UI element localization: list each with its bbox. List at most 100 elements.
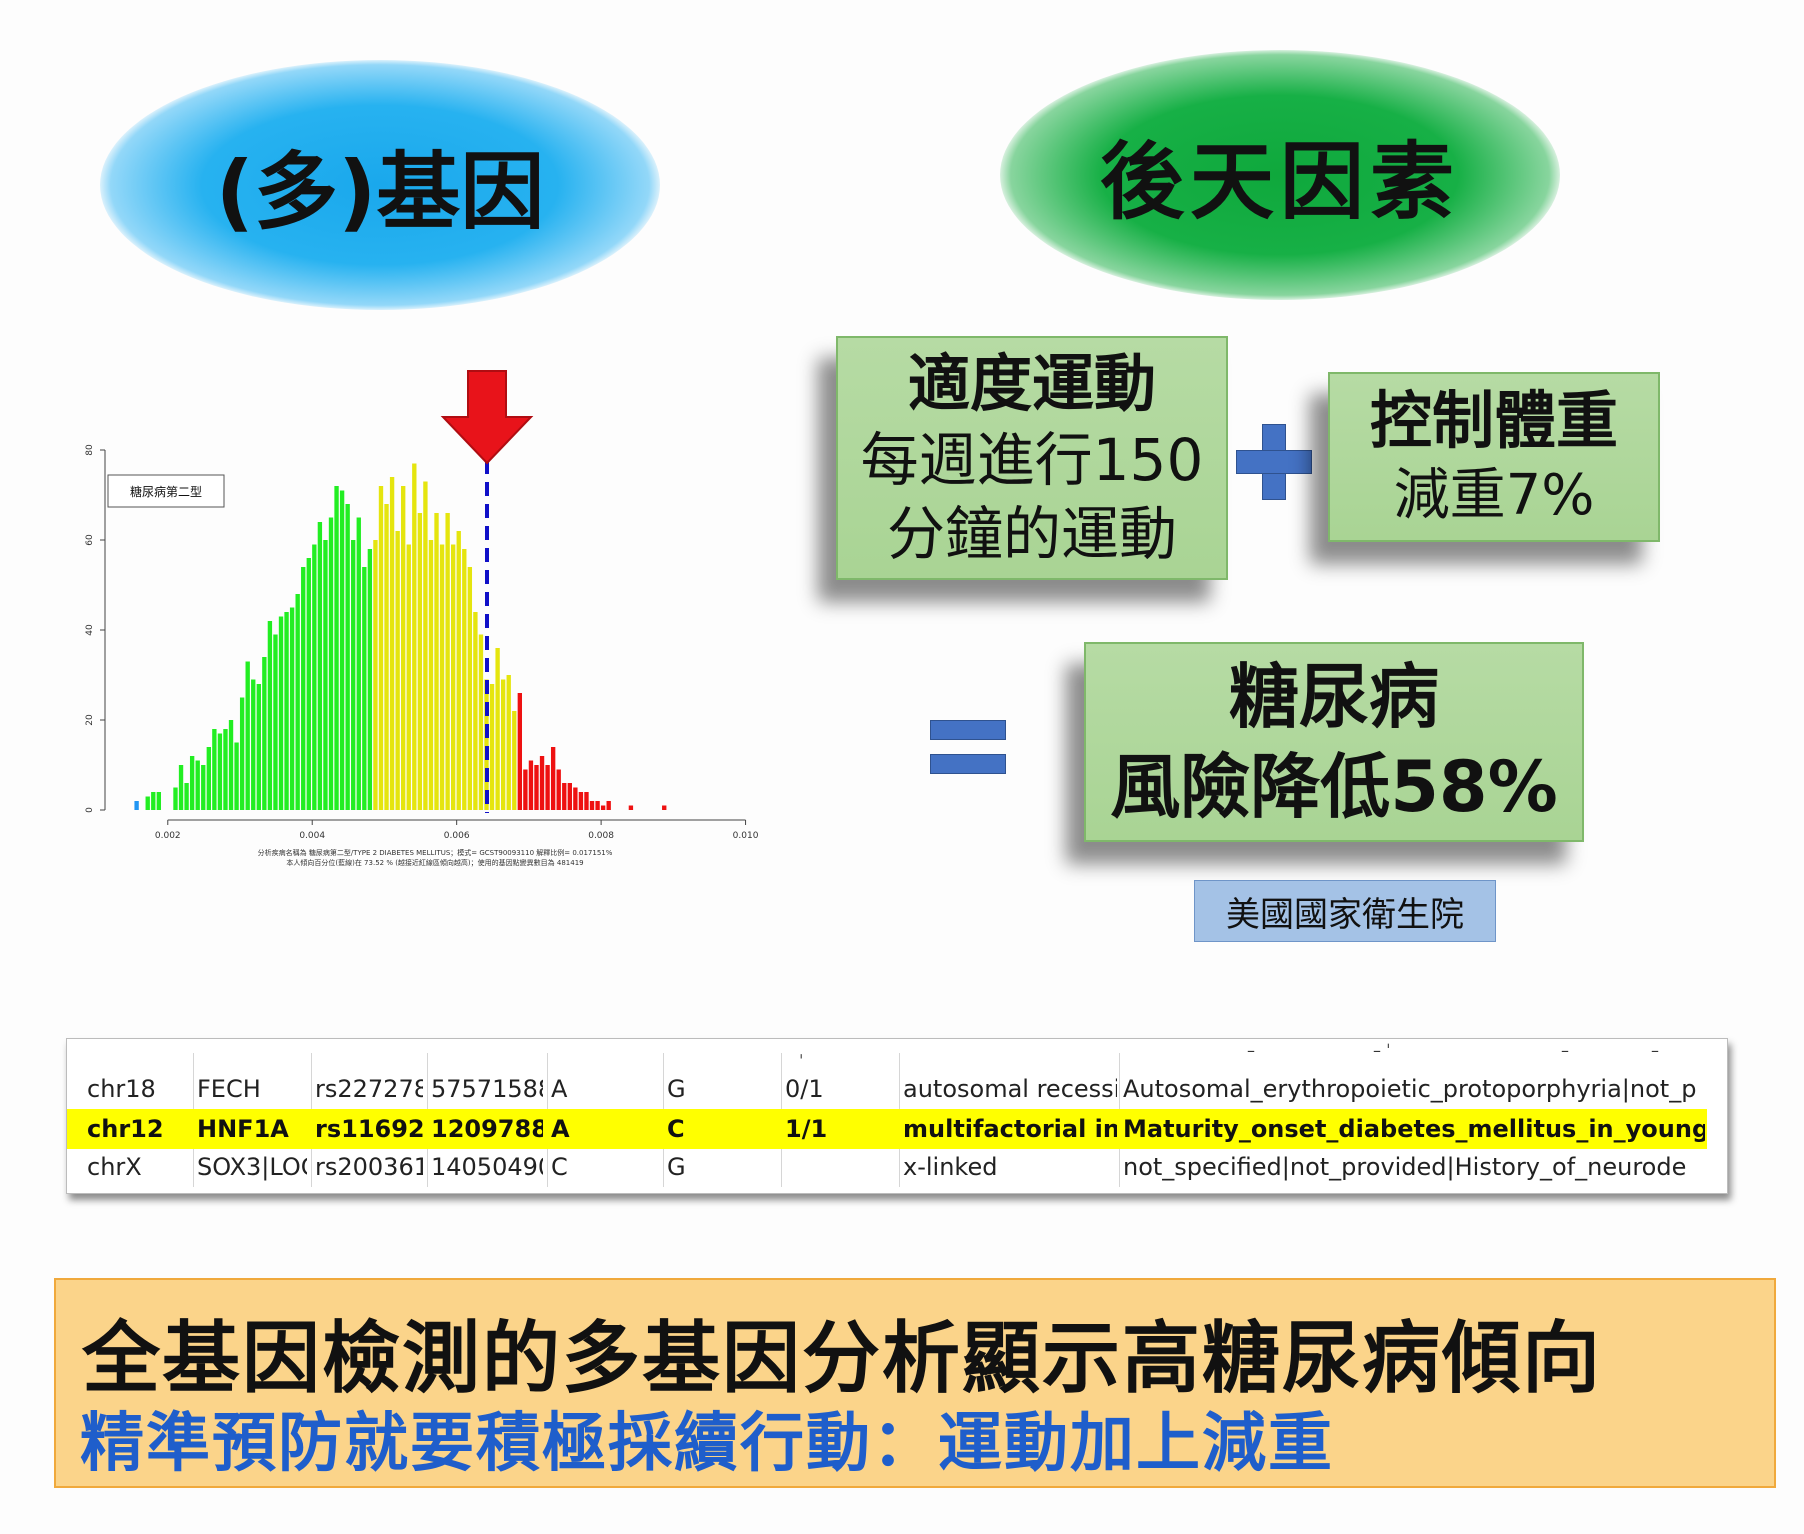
histogram-bar	[134, 801, 139, 810]
histogram-bar	[478, 634, 484, 810]
conclusion-banner: 全基因檢測的多基因分析顯示高糖尿病傾向 精準預防就要積極採續行動：運動加上減重	[54, 1278, 1776, 1488]
acquired-factors-heading: 後天因素	[1000, 50, 1560, 300]
histogram-bar	[434, 513, 439, 810]
variant-table: ˌ – – ˈ – – chr18 FECH rs227278 57571588 A G 0…	[66, 1038, 1728, 1194]
histogram-bar	[212, 729, 217, 810]
plus-icon	[1236, 424, 1312, 500]
histogram-bar	[517, 693, 523, 810]
histogram-bar	[339, 490, 345, 810]
histogram-bar	[251, 679, 256, 810]
gene-cell: FECH	[197, 1075, 261, 1103]
legend-box	[107, 474, 225, 508]
inheritance-cell: x-linked	[903, 1153, 998, 1181]
weight-control-box: 控制體重 減重7%	[1328, 372, 1660, 542]
histogram-bar	[462, 549, 467, 810]
x-tick-label: 0.004	[299, 831, 325, 841]
chromosome-cell: chr18	[87, 1075, 156, 1103]
down-arrow-icon	[440, 370, 534, 465]
rsid-cell: rs227278	[315, 1075, 423, 1103]
histogram-bar	[284, 612, 289, 810]
histogram-bar	[567, 783, 572, 810]
histogram-bar	[312, 544, 317, 810]
genotype-cell: 0/1	[785, 1075, 824, 1103]
result-line-1: 風險降低58%	[1110, 746, 1558, 828]
histogram-bar	[584, 792, 589, 810]
position-cell: 140504900	[431, 1153, 543, 1181]
ref-allele-cell: A	[551, 1115, 570, 1143]
histogram-bar	[223, 729, 228, 810]
histogram-bar	[362, 567, 367, 810]
histogram-bar	[428, 540, 434, 810]
genes-heading: (多)基因	[100, 60, 660, 310]
histogram-bar	[534, 765, 539, 810]
histogram-bar	[589, 801, 595, 810]
histogram-bar	[456, 531, 461, 810]
table-row: chrX SOX3|LOC rs200361 140504900 C Gx-linked n…	[67, 1147, 1707, 1187]
y-tick-label: 40	[85, 624, 95, 636]
histogram-bar	[273, 634, 278, 810]
disease-cell: not_specified|not_provided|History_of_ne…	[1123, 1153, 1687, 1181]
histogram-bar	[151, 792, 156, 810]
table-top-fragment: –	[1651, 1041, 1659, 1060]
chart-caption-line-2: 本人傾向百分位(藍線)在 73.52 % (越接近紅線區傾向越高)；使用的基因點…	[286, 858, 583, 867]
risk-reduction-box: 糖尿病 風險降低58%	[1084, 642, 1584, 842]
histogram-bar	[206, 747, 211, 810]
histogram-bar	[178, 765, 184, 810]
histogram-bar	[334, 486, 339, 810]
histogram-bar	[295, 594, 300, 810]
conclusion-subtitle: 精準預防就要積極採續行動：運動加上減重	[80, 1407, 1334, 1481]
histogram-bar	[506, 675, 511, 810]
histogram-bar	[451, 544, 456, 810]
position-cell: 57571588	[431, 1075, 543, 1103]
y-tick-label: 60	[85, 534, 95, 546]
table-top-fragment: – ˈ	[1373, 1041, 1391, 1060]
histogram-bar	[412, 463, 417, 810]
alt-allele-cell: G	[667, 1153, 686, 1181]
histogram-bar	[384, 504, 389, 810]
histogram-bar	[278, 616, 284, 810]
histogram-bar	[512, 711, 517, 810]
histogram-bar	[528, 760, 534, 810]
histogram-bar	[201, 765, 206, 810]
rsid-cell: rs116928	[315, 1115, 423, 1143]
histogram-bar	[184, 783, 189, 810]
histogram-bar	[173, 787, 178, 810]
histogram-bar	[423, 481, 428, 810]
histogram-bar	[628, 805, 634, 810]
histogram-bar	[600, 805, 606, 810]
histogram-bar	[217, 733, 223, 810]
alt-allele-cell: G	[667, 1075, 686, 1103]
ref-allele-cell: C	[551, 1153, 568, 1181]
histogram-bar	[145, 796, 150, 810]
exercise-line-1: 每週進行150	[860, 426, 1204, 494]
equals-icon	[930, 720, 1006, 780]
polygenic-histogram: 0 20 40 60 80 0.002 0.004 0.006 0.008 0.010 糖尿病第二型…	[70, 365, 770, 885]
histogram-bar	[417, 513, 423, 810]
histogram-bar	[439, 544, 445, 810]
inheritance-cell: autosomal recessive	[903, 1075, 1117, 1103]
histogram-bar	[351, 540, 356, 810]
histogram-bar	[301, 567, 306, 810]
x-tick-label: 0.002	[155, 831, 181, 841]
histogram-bar	[662, 805, 667, 810]
histogram-bar	[606, 801, 611, 810]
histogram-bar	[556, 769, 561, 810]
weight-title: 控制體重	[1369, 384, 1618, 457]
table-top-fragment: ˌ	[799, 1041, 804, 1060]
disease-cell: Maturity_onset_diabetes_mellitus_in_youn…	[1123, 1115, 1705, 1143]
exercise-line-2: 分鐘的運動	[886, 500, 1177, 568]
table-top-fragment: –	[1561, 1041, 1569, 1060]
alt-allele-cell: C	[667, 1115, 685, 1143]
result-title: 糖尿病	[1229, 656, 1439, 738]
y-tick-label: 80	[85, 444, 95, 456]
source-label: 美國國家衛生院	[1194, 880, 1496, 942]
histogram-bar	[445, 513, 450, 810]
genotype-cell: 1/1	[785, 1115, 828, 1143]
histogram-bar	[401, 486, 406, 810]
histogram-bar	[234, 742, 239, 810]
table-row-highlighted: chr12 HNF1A rs116928 120978847 A C 1/1 multifac…	[67, 1109, 1707, 1149]
histogram-bar	[195, 760, 200, 810]
gene-cell: HNF1A	[197, 1115, 289, 1143]
y-tick-label: 20	[85, 714, 95, 726]
histogram-bar	[267, 621, 273, 810]
